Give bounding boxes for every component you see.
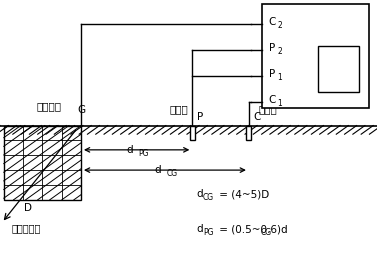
Bar (247, 126, 251, 140)
Bar (4, 126, 81, 200)
Text: G: G (77, 105, 85, 115)
Text: = (0.5~0.6)d: = (0.5~0.6)d (216, 224, 287, 235)
Text: C: C (269, 17, 276, 27)
Text: 1: 1 (277, 99, 282, 108)
Text: P: P (269, 43, 275, 53)
Text: 1: 1 (277, 73, 282, 82)
Text: CG: CG (167, 169, 178, 178)
Text: d: d (126, 145, 133, 155)
Text: 2: 2 (277, 47, 282, 56)
Text: D: D (24, 203, 32, 213)
Bar (190, 126, 195, 140)
Text: P: P (197, 112, 203, 123)
Text: = (4~5)D: = (4~5)D (216, 189, 269, 200)
Text: d: d (196, 189, 203, 200)
Text: 电流桩: 电流桩 (258, 104, 277, 114)
Text: d: d (155, 165, 161, 176)
Text: CG: CG (260, 228, 271, 237)
Text: PG: PG (203, 228, 213, 237)
Bar (262, 4, 369, 108)
Text: C: C (269, 95, 276, 105)
Text: 2: 2 (277, 21, 282, 30)
Text: C: C (253, 112, 261, 123)
Text: 接地装置: 接地装置 (37, 102, 61, 112)
Text: d: d (196, 224, 203, 235)
Text: PG: PG (138, 148, 149, 158)
Text: 地网对角线: 地网对角线 (11, 223, 41, 233)
Text: P: P (269, 69, 275, 79)
Text: CG: CG (203, 193, 214, 202)
Text: 电压桩: 电压桩 (170, 104, 188, 114)
Bar (318, 46, 359, 92)
